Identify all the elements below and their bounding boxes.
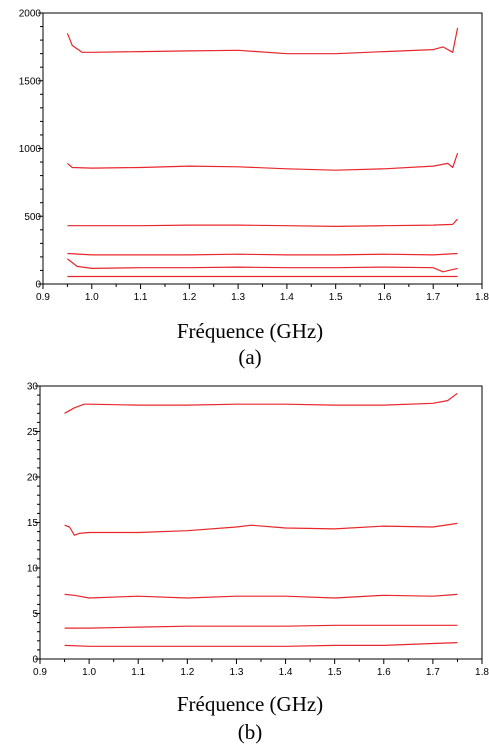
chart-a-series-line-2 xyxy=(67,153,459,171)
chart-b-y-tick-label: 20 xyxy=(27,473,39,484)
chart-b-panel-label: (b) xyxy=(238,720,263,744)
chart-b-series-line-3 xyxy=(64,593,458,599)
chart-b-y-tick-label: 15 xyxy=(27,518,39,529)
chart-a-y-tick-label: 1000 xyxy=(19,144,42,155)
chart-a-y-tick-label: 2000 xyxy=(19,9,42,20)
chart-b-x-tick-label: 1.5 xyxy=(328,667,342,678)
chart-b-y-tick-label: 0 xyxy=(32,655,38,666)
chart-b-x-tick-label: 0.9 xyxy=(33,667,47,678)
chart-a-x-tick-label: 1.6 xyxy=(377,292,391,303)
chart-a-x-axis-title: Fréquence (GHz) xyxy=(177,319,323,343)
chart-b-series-line-5 xyxy=(64,642,458,647)
chart-b-y-tick-label: 10 xyxy=(27,564,39,575)
chart-b-series-line-4 xyxy=(64,624,458,629)
chart-a: Fréquence (GHz) (a) 0.9 1.0 1.1 1.2 1.3 1.4 1.… xyxy=(19,9,489,370)
chart-a-series-line-5 xyxy=(67,258,458,273)
chart-b-x-tick-label: 1.7 xyxy=(426,667,440,678)
chart-b-x-tick-label: 1.8 xyxy=(475,667,489,678)
chart-a-x-tick-label: 0.9 xyxy=(36,292,50,303)
chart-a-x-tick-label: 1.8 xyxy=(475,292,489,303)
chart-a-x-tick-label: 1.2 xyxy=(182,292,196,303)
chart-b: Fréquence (GHz) (b) 0.9 1.0 1.1 1.2 1.3 1.4 1.… xyxy=(27,382,489,745)
chart-a-x-tick-label: 1.3 xyxy=(231,292,245,303)
chart-a-series-line-4 xyxy=(67,252,458,256)
chart-b-series-line-2 xyxy=(64,522,458,536)
chart-a-y-tick-label: 1500 xyxy=(19,76,42,87)
chart-b-x-tick-label: 1.2 xyxy=(180,667,194,678)
chart-b-y-tick-label: 25 xyxy=(27,427,39,438)
chart-b-plot-frame xyxy=(39,385,483,660)
chart-b-x-tick-label: 1.4 xyxy=(279,667,293,678)
chart-a-x-tick-label: 1.1 xyxy=(134,292,148,303)
chart-a-panel-label: (a) xyxy=(238,345,261,369)
chart-b-x-tick-label: 1.6 xyxy=(377,667,391,678)
chart-a-x-tick-label: 1.7 xyxy=(426,292,440,303)
chart-b-x-tick-label: 1.3 xyxy=(229,667,243,678)
chart-a-y-tick-label: 500 xyxy=(24,212,41,223)
chart-a-x-tick-label: 1.5 xyxy=(329,292,343,303)
chart-b-x-axis-title: Fréquence (GHz) xyxy=(177,692,323,716)
chart-a-series-line-3 xyxy=(67,218,459,227)
chart-b-series-line-1 xyxy=(64,392,458,414)
chart-b-y-tick-label: 30 xyxy=(27,382,39,393)
chart-b-y-tick-label: 5 xyxy=(32,609,38,620)
chart-a-x-tick-label: 1.4 xyxy=(280,292,294,303)
chart-a-plot-frame xyxy=(42,12,483,285)
chart-a-x-tick-label: 1.0 xyxy=(85,292,99,303)
chart-a-y-tick-label: 0 xyxy=(35,280,41,291)
chart-a-series-line-1 xyxy=(66,27,459,55)
chart-b-x-tick-label: 1.1 xyxy=(131,667,145,678)
chart-b-x-tick-label: 1.0 xyxy=(82,667,96,678)
